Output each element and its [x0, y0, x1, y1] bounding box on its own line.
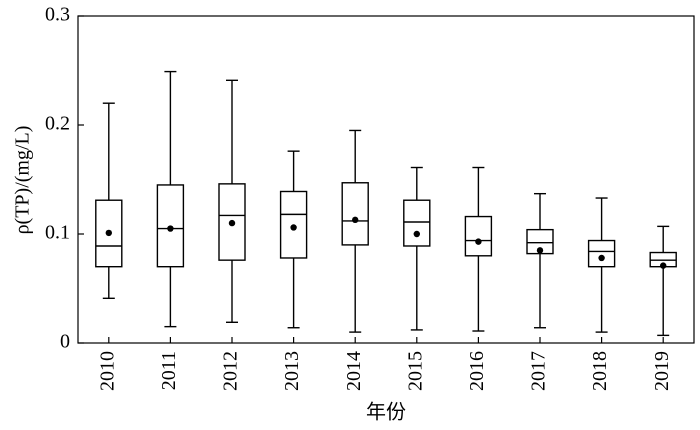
- mean-dot: [290, 224, 297, 231]
- box: [156, 184, 185, 268]
- mean-dot: [413, 230, 420, 238]
- box: [587, 239, 616, 268]
- mean-dot: [105, 229, 113, 237]
- x-tick-label: 2016: [466, 351, 488, 391]
- plot-frame: [77, 15, 695, 344]
- x-tick-label: 2018: [589, 351, 611, 391]
- x-tick-label: 2013: [281, 351, 303, 391]
- mean-dot: [352, 216, 359, 224]
- x-tick-label: 2017: [528, 351, 550, 391]
- box: [464, 215, 493, 257]
- y-axis-label: ρ(TP)/(mg/L): [12, 126, 34, 235]
- box: [341, 182, 369, 246]
- x-tick-label: 2019: [651, 351, 673, 391]
- x-tick-label: 2014: [343, 351, 365, 391]
- y-tick-label: 0.3: [45, 4, 70, 26]
- x-tick-label: 2015: [404, 351, 426, 391]
- x-tick-label: 2012: [220, 351, 242, 391]
- mean-dot: [167, 225, 174, 232]
- y-tick-label: 0.1: [45, 222, 70, 244]
- mean-dot: [536, 247, 544, 254]
- x-tick-label: 2011: [158, 351, 180, 390]
- y-tick-label: 0: [60, 331, 70, 353]
- x-axis-label: 年份: [366, 401, 406, 424]
- box: [403, 199, 431, 247]
- mean-dot: [475, 238, 482, 245]
- box: [526, 228, 554, 255]
- mean-dot: [598, 254, 605, 262]
- mean-dot: [660, 262, 667, 269]
- mean-dot: [228, 219, 236, 227]
- x-tick-label: 2010: [96, 351, 118, 391]
- y-tick-label: 0.2: [45, 113, 70, 135]
